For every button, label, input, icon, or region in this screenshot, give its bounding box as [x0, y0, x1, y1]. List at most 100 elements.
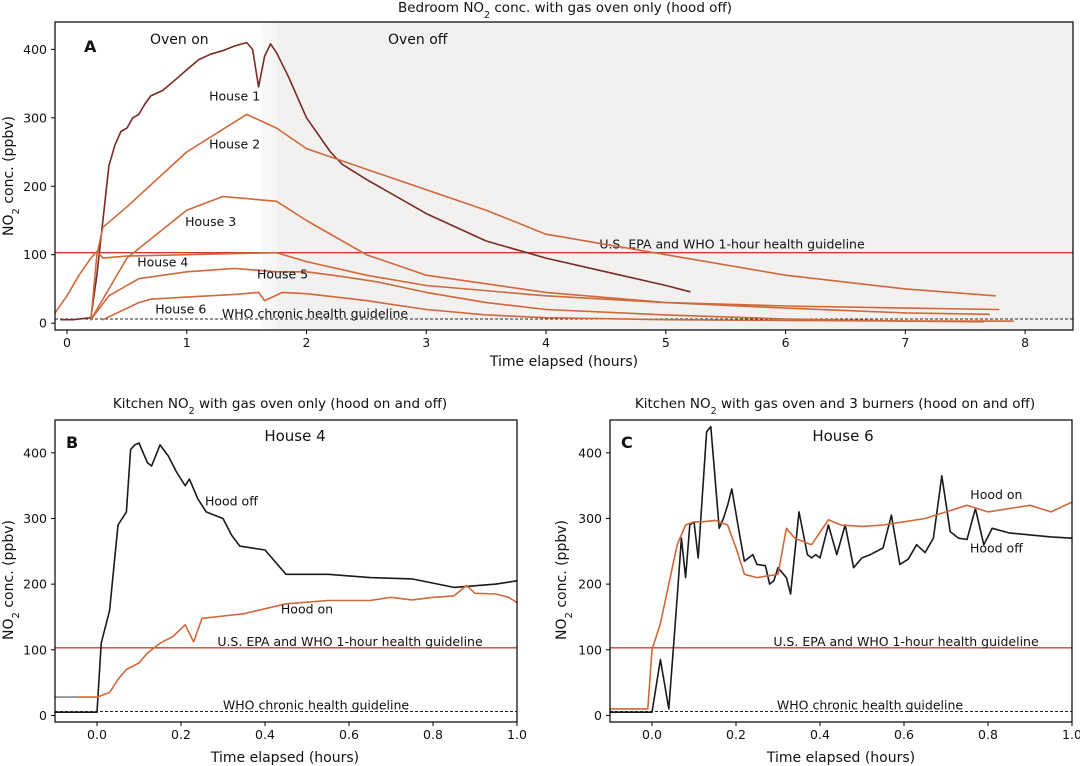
panel-c-y-tick-label: 100 — [578, 642, 602, 657]
series-label-house-1: House 1 — [209, 89, 260, 104]
panel-a-x-tick-label: 5 — [662, 335, 670, 350]
panel-c-series-labels: Hood on Hood off — [970, 487, 1023, 556]
panel-c-x-tick-label: 0.0 — [642, 727, 662, 742]
panel-b-reference-lines: U.S. EPA and WHO 1-hour health guideline… — [55, 634, 517, 712]
panel-c-title: Kitchen NO2 with gas oven and 3 burners … — [635, 396, 1035, 417]
series-hood-off — [609, 425, 1073, 713]
panel-b-ticks: 0.0 0.2 0.4 0.6 0.8 1.0 0 100 200 300 400 — [23, 445, 527, 742]
series-label-hood-on: Hood on — [970, 487, 1022, 502]
panel-a-x-tick-label: 2 — [303, 335, 311, 350]
series-house-2 — [90, 113, 996, 321]
panel-a-series — [54, 41, 1014, 323]
series-label-hood-off: Hood off — [970, 541, 1023, 556]
panel-c-y-tick-label: 200 — [578, 577, 602, 592]
panel-a: 0 1 2 3 4 5 6 7 8 0 100 200 300 400 U.S. EPA and WHO … — [1, 0, 1074, 370]
series-label-house-6: House 6 — [155, 302, 206, 317]
panel-a-reference-lines: U.S. EPA and WHO 1-hour health guideline… — [55, 237, 1073, 321]
series-house-6 — [102, 291, 1014, 322]
panel-b-series-labels: Hood off Hood on — [205, 493, 333, 616]
who-guideline-label: WHO chronic health guideline — [223, 697, 409, 712]
panel-c-x-tick-label: 0.2 — [726, 727, 746, 742]
panel-a-ticks: 0 1 2 3 4 5 6 7 8 0 100 200 300 400 — [23, 42, 1029, 350]
panel-b-title: Kitchen NO2 with gas oven only (hood on … — [113, 396, 447, 417]
panel-c-x-axis-label: Time elapsed (hours) — [766, 750, 915, 766]
series-label-hood-off: Hood off — [205, 493, 258, 508]
series-house-5 — [90, 267, 984, 323]
series-house-3 — [90, 195, 990, 321]
panel-b-y-tick-label: 300 — [23, 511, 47, 526]
panel-b-x-tick-label: 0.2 — [171, 727, 191, 742]
series-hood-off — [54, 442, 518, 713]
panel-c-frame — [609, 419, 1073, 723]
series-house-4 — [54, 250, 1000, 314]
panel-b-x-tick-label: 0.4 — [255, 727, 275, 742]
panel-a-y-axis-label: NO2 conc. (ppbv) — [1, 116, 22, 236]
panel-c-y-tick-label: 0 — [594, 708, 602, 723]
panel-b-y-tick-label: 100 — [23, 642, 47, 657]
panel-a-letter: A — [84, 37, 97, 56]
transition-band — [262, 22, 277, 330]
series-label-house-4: House 4 — [137, 254, 188, 269]
panel-b: 0.0 0.2 0.4 0.6 0.8 1.0 0 100 200 300 400 U.S. EPA… — [1, 396, 527, 766]
panel-b-x-tick-label: 0.6 — [339, 727, 359, 742]
panel-a-x-tick-label: 1 — [183, 335, 191, 350]
panel-a-y-tick-label: 300 — [23, 110, 47, 125]
panel-b-y-tick-label: 0 — [39, 708, 47, 723]
panel-c-house-title: House 6 — [812, 427, 873, 445]
oven-off-shaded-region — [262, 22, 1073, 330]
panel-c-y-tick-label: 400 — [578, 445, 602, 460]
series-hood-on — [609, 501, 1073, 710]
oven-off-label: Oven off — [388, 32, 448, 48]
panel-b-y-tick-label: 400 — [23, 445, 47, 460]
panel-a-y-tick-label: 100 — [23, 247, 47, 262]
series-hood-on — [75, 584, 518, 698]
panel-a-x-axis-label: Time elapsed (hours) — [489, 354, 638, 370]
panel-a-x-tick-label: 7 — [901, 335, 909, 350]
panel-a-series-labels: House 1 House 2 House 3 House 4 House 5 House… — [137, 89, 308, 317]
panel-c-series — [609, 425, 1073, 713]
panel-c-y-axis-label: NO2 conc. (ppbv) — [554, 520, 575, 640]
panel-b-x-tick-label: 0.0 — [87, 727, 107, 742]
epa-guideline-label: U.S. EPA and WHO 1-hour health guideline — [773, 634, 1039, 649]
oven-off-region — [276, 22, 1073, 330]
panel-c-x-tick-label: 0.6 — [894, 727, 914, 742]
panel-b-x-tick-label: 1.0 — [507, 727, 527, 742]
panel-c-x-tick-label: 0.8 — [978, 727, 998, 742]
panel-a-x-tick-label: 4 — [542, 335, 550, 350]
panel-a-x-tick-label: 3 — [422, 335, 430, 350]
panel-b-series — [54, 442, 518, 713]
who-guideline-label: WHO chronic health guideline — [222, 306, 408, 321]
panel-b-house-title: House 4 — [264, 427, 325, 445]
panel-a-y-tick-label: 200 — [23, 179, 47, 194]
panel-b-y-tick-label: 200 — [23, 577, 47, 592]
panel-c-ticks: 0.0 0.2 0.4 0.6 0.8 1.0 0 100 200 300 400 — [578, 445, 1080, 742]
oven-on-label: Oven on — [150, 32, 209, 48]
panel-c-x-tick-label: 1.0 — [1062, 727, 1080, 742]
panel-c-x-tick-label: 0.4 — [810, 727, 830, 742]
panel-b-frame — [54, 419, 518, 723]
panel-b-letter: B — [66, 433, 78, 452]
epa-guideline-label: U.S. EPA and WHO 1-hour health guideline — [217, 634, 483, 649]
panel-c-y-tick-label: 300 — [578, 511, 602, 526]
panel-a-x-tick-label: 0 — [63, 335, 71, 350]
panel-b-x-axis-label: Time elapsed (hours) — [210, 750, 359, 766]
panel-c: 0.0 0.2 0.4 0.6 0.8 1.0 0 100 200 300 400 U.S. EPA… — [554, 396, 1080, 766]
panel-b-y-axis-label: NO2 conc. (ppbv) — [1, 520, 22, 640]
epa-guideline-label: U.S. EPA and WHO 1-hour health guideline — [599, 237, 865, 252]
series-label-house-3: House 3 — [185, 214, 236, 229]
panel-a-x-tick-label: 6 — [782, 335, 790, 350]
series-label-house-2: House 2 — [209, 137, 260, 152]
panel-c-reference-lines: U.S. EPA and WHO 1-hour health guideline… — [610, 634, 1072, 712]
panel-b-x-tick-label: 0.8 — [423, 727, 443, 742]
series-house-1 — [60, 41, 691, 321]
panel-a-y-tick-label: 400 — [23, 42, 47, 57]
panel-a-x-tick-label: 8 — [1021, 335, 1029, 350]
panel-a-frame — [54, 21, 1074, 331]
panel-a-y-tick-label: 0 — [39, 316, 47, 331]
who-guideline-label: WHO chronic health guideline — [777, 697, 963, 712]
series-label-house-5: House 5 — [257, 267, 308, 282]
panel-a-title: Bedroom NO2 conc. with gas oven only (ho… — [398, 0, 732, 21]
panel-c-letter: C — [621, 433, 633, 452]
series-label-hood-on: Hood on — [281, 602, 333, 617]
